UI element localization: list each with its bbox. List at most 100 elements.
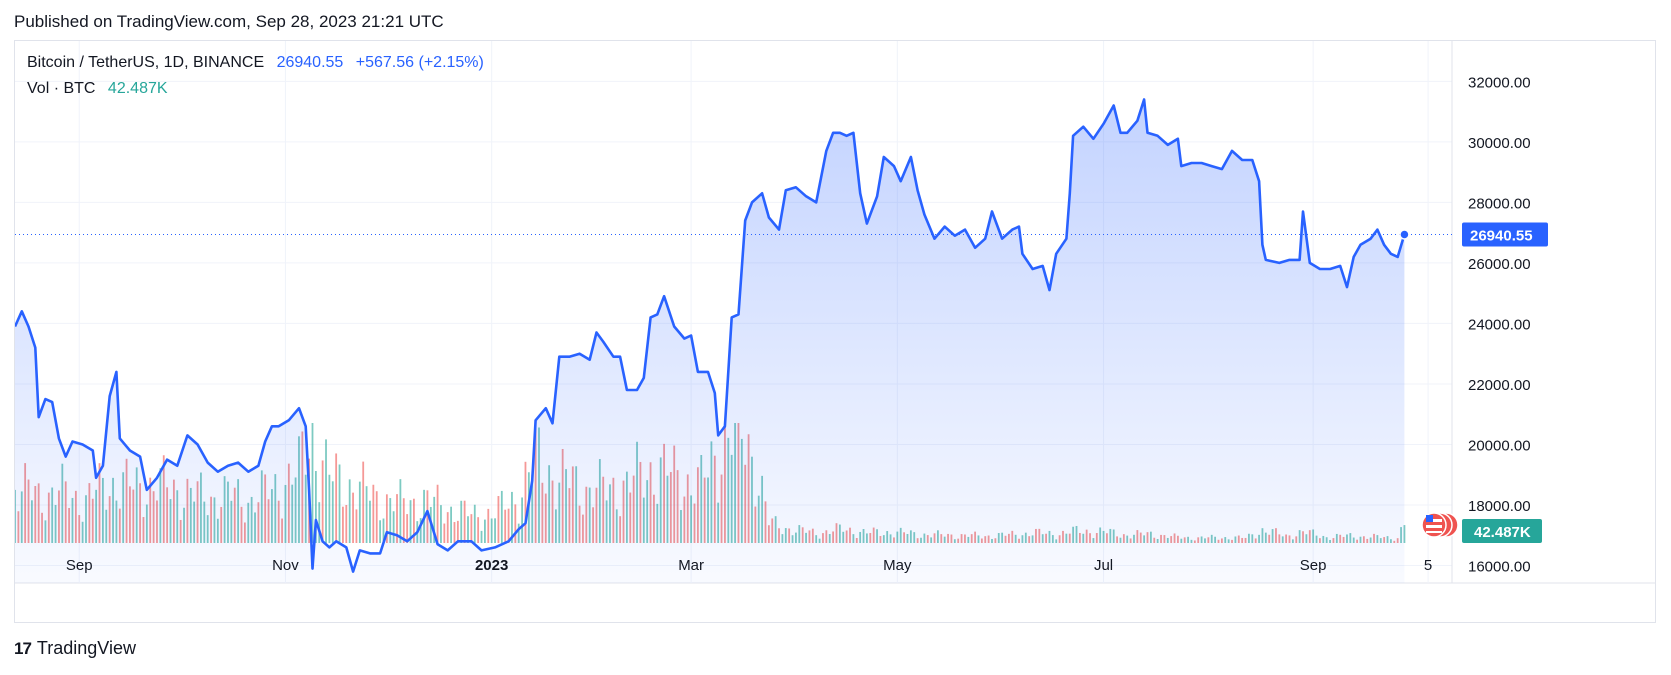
flag-canton: [1426, 515, 1433, 522]
price-axis: 16000.00 18000.00 20000.00 22000.00 24000.00…: [1468, 74, 1531, 575]
volume-bar: [318, 502, 321, 543]
volume-bar: [514, 504, 517, 543]
volume-bar: [362, 461, 365, 543]
published-caption: Published on TradingView.com, Sep 28, 20…: [14, 12, 444, 31]
y-tick-label: 18000.00: [1468, 498, 1531, 515]
volume-bar: [348, 479, 351, 543]
flag-stripe: [1426, 519, 1442, 522]
volume-bar: [433, 496, 436, 543]
volume-bar: [338, 464, 341, 543]
volume-badge-text: 42.487K: [1474, 524, 1531, 541]
volume-bar: [358, 481, 361, 543]
volume-bar: [460, 500, 463, 543]
symbol-legend: Bitcoin / TetherUS, 1D, BINANCE 26940.55…: [27, 54, 484, 72]
x-tick-label: 2023: [475, 557, 508, 574]
volume-bar: [325, 439, 327, 543]
volume-bar: [443, 523, 446, 543]
x-tick-label: 5: [1424, 557, 1432, 574]
volume-bar: [335, 453, 338, 543]
volume-bar: [473, 504, 476, 543]
volume-bar: [497, 496, 500, 543]
y-tick-label: 16000.00: [1468, 559, 1531, 576]
x-tick-label: Sep: [66, 557, 93, 574]
x-tick-label: Nov: [272, 557, 299, 574]
tradingview-logo-icon: 17: [14, 638, 32, 658]
y-tick-label: 22000.00: [1468, 377, 1531, 394]
y-tick-label: 20000.00: [1468, 437, 1531, 454]
volume-bar: [440, 505, 442, 543]
y-tick-label: 28000.00: [1468, 195, 1531, 212]
volume-bar: [470, 514, 473, 543]
volume-bar: [382, 518, 385, 543]
volume-bar: [321, 460, 324, 543]
x-tick-label: May: [883, 557, 912, 574]
volume-bar: [477, 517, 480, 543]
volume-bar: [375, 491, 378, 543]
volume-bar: [355, 509, 358, 543]
volume-bar: [331, 481, 334, 543]
volume-bar: [311, 423, 314, 543]
volume-bar: [456, 520, 459, 543]
volume-bar: [500, 490, 503, 543]
last-price-value: 26940.55: [276, 54, 344, 71]
volume-bar: [399, 479, 402, 543]
time-axis: Sep Nov 2023 Mar May Jul Sep 5: [66, 557, 1432, 574]
x-tick-label: Mar: [678, 557, 704, 574]
volume-bar: [413, 498, 415, 543]
volume-badge: 42.487K: [1462, 519, 1542, 543]
volume-bar: [436, 484, 439, 543]
y-tick-label: 24000.00: [1468, 316, 1531, 333]
price-area-fill: [15, 99, 1405, 583]
volume-bar: [453, 522, 456, 543]
volume-bar: [480, 530, 483, 543]
volume-bar: [494, 518, 496, 543]
volume-bar: [511, 491, 513, 543]
brand-name: TradingView: [36, 638, 136, 658]
volume-bar: [396, 494, 398, 543]
price-change-value: +567.56 (+2.15%): [355, 54, 484, 71]
price-line: [15, 98, 1406, 573]
volume-bar: [402, 498, 405, 543]
volume-title[interactable]: Vol · BTC: [27, 80, 96, 97]
volume-bar: [345, 505, 348, 543]
symbol-title[interactable]: Bitcoin / TetherUS, 1D, BINANCE: [27, 54, 265, 71]
volume-bar: [507, 508, 510, 543]
volume-bar: [487, 508, 490, 543]
volume-bar: [379, 520, 382, 543]
x-tick-label: Jul: [1094, 557, 1113, 574]
y-tick-label: 32000.00: [1468, 74, 1531, 91]
volume-bar: [484, 519, 486, 543]
economic-events-flag-icon[interactable]: [1421, 512, 1459, 538]
volume-bar: [342, 506, 344, 543]
volume-bar: [490, 518, 493, 543]
volume-bar: [446, 512, 449, 543]
volume-bar: [328, 474, 331, 543]
volume-bar: [314, 471, 317, 543]
volume-bar: [389, 498, 392, 543]
volume-bar: [392, 511, 395, 543]
volume-bar: [385, 494, 388, 543]
last-price-badge-text: 26940.55: [1470, 227, 1533, 244]
volume-legend: Vol · BTC 42.487K: [27, 80, 168, 98]
y-tick-label: 26000.00: [1468, 256, 1531, 273]
volume-bar: [372, 484, 375, 543]
volume-bar: [504, 509, 507, 543]
last-price-dot: [1399, 229, 1410, 240]
volume-bar: [1403, 525, 1406, 543]
volume-bar: [409, 500, 412, 543]
flag-stripe: [1426, 525, 1442, 528]
y-tick-label: 30000.00: [1468, 135, 1531, 152]
volume-bar: [463, 500, 466, 543]
volume-bar: [521, 497, 523, 543]
volume-bar: [406, 514, 409, 543]
volume-bar: [467, 516, 469, 543]
volume-bar: [524, 461, 527, 543]
volume-bar: [352, 492, 354, 543]
flag-stripe: [1426, 531, 1442, 533]
volume-bar: [369, 500, 371, 543]
tradingview-brand[interactable]: 17 TradingView: [14, 638, 136, 659]
chart-frame[interactable]: [14, 40, 1656, 623]
last-price-badge: 26940.55: [1462, 222, 1548, 247]
volume-bar: [365, 486, 368, 543]
